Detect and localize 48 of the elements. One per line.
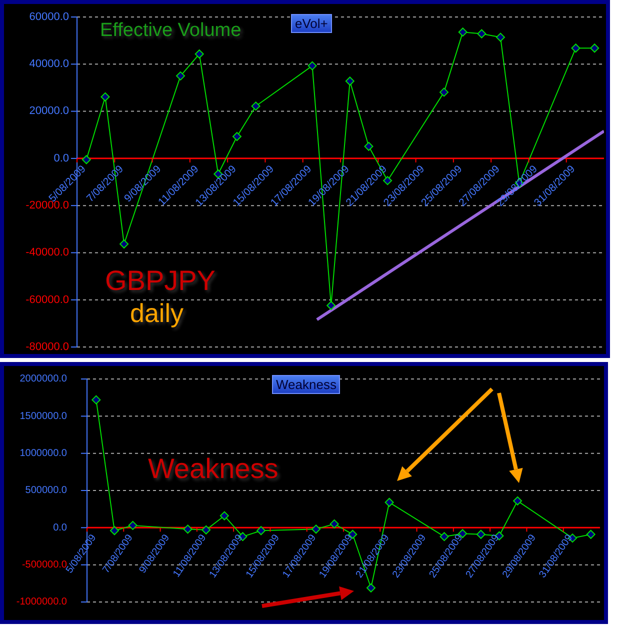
point — [92, 395, 101, 404]
point — [100, 92, 110, 102]
y-tick-label: 0.0 — [54, 152, 69, 164]
point — [586, 530, 596, 539]
point — [220, 511, 229, 520]
y-tick-label: 0.0 — [53, 522, 68, 534]
point — [120, 239, 129, 248]
y-tick-label: 500000.0 — [25, 485, 68, 496]
chart-title: Weakness — [272, 375, 340, 394]
chart-title: eVol+ — [291, 14, 332, 33]
point — [308, 61, 317, 70]
y-tick-label: 40000.0 — [29, 58, 69, 70]
point — [82, 155, 91, 164]
annotation: Effective Volume — [100, 20, 242, 42]
point — [571, 44, 580, 53]
annotation: daily — [130, 298, 184, 329]
point — [384, 498, 394, 507]
point — [496, 32, 505, 42]
point — [345, 76, 354, 86]
point — [232, 132, 242, 142]
point — [176, 71, 186, 80]
point — [364, 142, 374, 151]
y-tick-label: -40000.0 — [26, 246, 69, 259]
point — [458, 28, 468, 37]
point — [366, 583, 376, 592]
point — [202, 525, 211, 534]
point — [194, 50, 204, 59]
y-tick-label: -60000.0 — [26, 294, 69, 306]
point — [590, 44, 600, 53]
y-tick-label: 1000000.0 — [20, 448, 68, 459]
y-tick-label: 20000.0 — [29, 105, 69, 118]
point — [312, 524, 321, 534]
y-tick-label: -1000000.0 — [16, 596, 68, 608]
point — [251, 102, 260, 111]
y-tick-label: -80000.0 — [26, 340, 69, 353]
y-tick-label: 1500000.0 — [20, 410, 68, 422]
y-tick-label: 60000.0 — [29, 10, 69, 23]
annotation: GBPJPY — [105, 265, 216, 297]
point — [183, 524, 192, 534]
point — [477, 29, 486, 38]
point — [128, 520, 138, 530]
annotation: Weakness — [148, 453, 278, 485]
point — [326, 301, 336, 310]
y-tick-label: 2000000.0 — [20, 374, 68, 385]
point — [513, 496, 522, 506]
y-tick-label: -20000.0 — [26, 199, 69, 212]
point — [330, 519, 339, 528]
point — [440, 88, 449, 97]
